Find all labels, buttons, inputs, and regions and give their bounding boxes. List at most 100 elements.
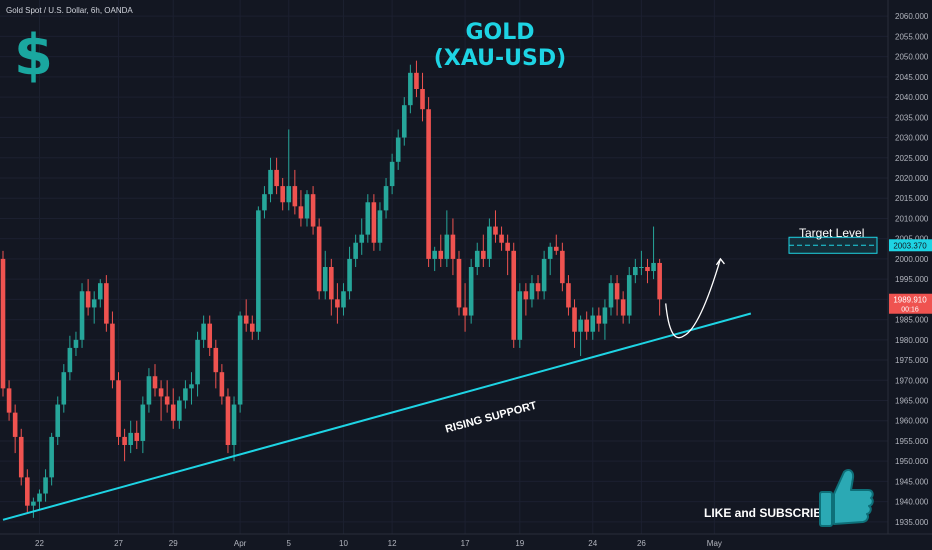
candle-body <box>225 396 231 445</box>
candle-body <box>365 202 371 235</box>
candle-body <box>122 436 127 445</box>
candle-body <box>529 283 535 300</box>
candle-body <box>6 388 12 413</box>
candle-body <box>547 246 553 259</box>
candle-body <box>85 291 91 308</box>
candle-body <box>353 242 358 259</box>
price-tick-label: 2025.000 <box>895 154 929 163</box>
candle-body <box>116 380 121 437</box>
time-tick-label: May <box>707 539 722 548</box>
candle-body <box>140 404 146 441</box>
symbol-info[interactable]: Gold Spot / U.S. Dollar, 6h, OANDA <box>6 6 133 15</box>
candle-body <box>177 400 182 421</box>
candle-body <box>61 372 67 405</box>
candle-body <box>420 89 425 110</box>
time-tick-label: 22 <box>35 539 44 548</box>
price-tick-label: 1970.000 <box>895 376 929 385</box>
time-tick-label: 17 <box>461 539 470 548</box>
candle-body <box>335 299 340 308</box>
price-tick-label: 1935.000 <box>895 518 929 527</box>
candle-body <box>560 250 565 284</box>
candle-body <box>395 137 401 162</box>
candle-body <box>280 186 285 203</box>
price-tick-label: 1980.000 <box>895 336 929 345</box>
candle-body <box>499 234 504 243</box>
candle-body <box>73 339 79 348</box>
current-price-countdown: 00:16 <box>901 307 919 314</box>
price-tick-label: 2030.000 <box>895 134 929 143</box>
price-tick-label: 2055.000 <box>895 32 929 41</box>
candles-layer <box>0 60 662 518</box>
candle-body <box>639 267 644 268</box>
current-price-text: 1989.910 <box>893 296 927 305</box>
candle-body <box>25 477 30 506</box>
chart-grid <box>0 0 888 534</box>
time-tick-label: 19 <box>515 539 524 548</box>
candle-body <box>620 299 626 316</box>
target-price-tag <box>889 239 932 252</box>
time-tick-label: 10 <box>339 539 348 548</box>
time-axis-labels: 22 27 29 Apr 5 10 12 17 19 24 26 May <box>35 539 722 548</box>
target-level-label: Target Level <box>799 226 865 240</box>
candle-body <box>170 404 176 421</box>
time-tick-label: 24 <box>588 539 597 548</box>
candle-body <box>487 226 492 259</box>
candle-body <box>359 234 365 243</box>
candle-body <box>450 234 456 259</box>
candle-body <box>104 283 109 324</box>
candle-body <box>18 436 24 478</box>
candle-body <box>438 250 444 259</box>
candle-body <box>49 436 54 478</box>
time-tick-label: 12 <box>388 539 397 548</box>
candle-body <box>566 283 571 308</box>
candle-body <box>322 267 328 292</box>
candle-body <box>0 258 6 389</box>
rising-support-line <box>2 312 752 521</box>
candle-body <box>207 323 213 348</box>
candle-body <box>31 501 36 506</box>
candle-body <box>602 307 608 324</box>
price-axis[interactable] <box>888 0 932 534</box>
price-tick-label: 1955.000 <box>895 437 929 446</box>
candle-body <box>645 267 650 272</box>
candle-body <box>657 262 662 300</box>
time-tick-label: 5 <box>287 539 292 548</box>
candle-body <box>535 283 541 292</box>
candle-body <box>304 194 310 219</box>
candle-body <box>377 210 383 243</box>
candle-body <box>201 323 206 340</box>
candle-body <box>553 246 559 251</box>
price-tick-label: 2020.000 <box>895 174 929 183</box>
candle-body <box>505 242 510 251</box>
candle-body <box>146 376 152 405</box>
candle-body <box>572 307 577 332</box>
price-tick-label: 2045.000 <box>895 73 929 82</box>
candle-body <box>371 202 377 243</box>
time-tick-label: 29 <box>169 539 178 548</box>
time-tick-label: 27 <box>114 539 123 548</box>
candle-body <box>12 412 18 437</box>
candle-body <box>292 186 298 207</box>
candle-body <box>584 319 589 332</box>
price-tick-label: 1940.000 <box>895 498 929 507</box>
candle-body <box>213 347 219 373</box>
price-tick-label: 2040.000 <box>895 93 929 102</box>
time-axis[interactable] <box>0 534 932 550</box>
dollar-sign-icon: $ <box>14 23 53 88</box>
title-line-2: (XAU-USD) <box>433 46 567 71</box>
candle-body <box>481 250 486 259</box>
thumbs-up-icon <box>819 469 874 527</box>
candle-body <box>389 161 395 187</box>
price-tick-label: 2015.000 <box>895 194 929 203</box>
candle-body <box>341 291 346 308</box>
candle-body <box>298 206 304 219</box>
price-axis-labels: 1935.000 1940.000 1945.000 1950.000 1955.000… <box>895 12 929 527</box>
candle-body <box>608 283 614 308</box>
projection-path <box>665 258 722 339</box>
candle-body <box>152 376 158 389</box>
candle-body <box>444 234 450 259</box>
candle-body <box>37 493 42 502</box>
projection-arrowhead <box>715 257 725 266</box>
